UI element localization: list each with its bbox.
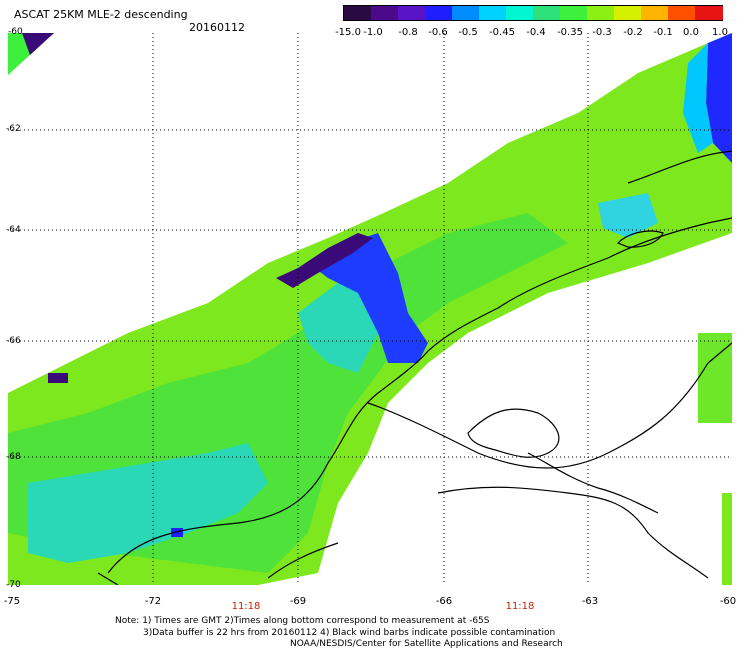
colorbar-segment xyxy=(344,6,372,20)
colorbar-label: -0.3 xyxy=(592,27,612,38)
colorbar-segment xyxy=(398,6,426,20)
swath-east-strip-2 xyxy=(722,493,732,585)
colorbar xyxy=(343,5,723,21)
colorbar-segment xyxy=(614,6,642,20)
map-date: 20160112 xyxy=(189,21,245,34)
swath-cyan xyxy=(28,443,268,563)
lat-label: -60 xyxy=(8,27,23,37)
lat-label: -70 xyxy=(6,580,21,590)
swath-cyan-3 xyxy=(598,193,658,238)
colorbar-label: -0.2 xyxy=(623,27,643,38)
colorbar-label: -0.35 xyxy=(557,27,583,38)
swath-blue xyxy=(308,233,428,363)
lon-label: -60 xyxy=(719,596,737,607)
colorbar-segment xyxy=(371,6,399,20)
colorbar-segment xyxy=(587,6,615,20)
colorbar-label: -0.45 xyxy=(489,27,515,38)
wind-swath xyxy=(8,33,732,585)
map-svg xyxy=(8,33,732,585)
footer-credit: NOAA/NESDIS/Center for Satellite Applica… xyxy=(290,639,563,649)
lon-label: -66 xyxy=(435,596,453,607)
lon-label: -75 xyxy=(3,596,21,607)
colorbar-segment xyxy=(560,6,588,20)
swath-purple xyxy=(276,233,373,288)
colorbar-label: -15.0 xyxy=(335,27,361,38)
swath-ne-cyan xyxy=(683,43,713,153)
colorbar-segment xyxy=(452,6,480,20)
graticule xyxy=(8,33,732,585)
colorbar-segment xyxy=(506,6,534,20)
lon-label: -69 xyxy=(289,596,307,607)
swath-nw-purple xyxy=(22,33,54,55)
colorbar-segment xyxy=(533,6,561,20)
lon-label: -63 xyxy=(581,596,599,607)
colorbar-label: -0.4 xyxy=(526,27,546,38)
colorbar-label: -0.8 xyxy=(398,27,418,38)
colorbar-segment xyxy=(668,6,696,20)
coastlines xyxy=(97,150,732,585)
lat-label: -62 xyxy=(6,124,21,134)
lat-label: -64 xyxy=(6,225,21,235)
swath-blue-dot xyxy=(171,528,183,537)
footer-note: 3)Data buffer is 22 hrs from 20160112 4)… xyxy=(143,628,556,638)
colorbar-label: -0.1 xyxy=(653,27,673,38)
colorbar-segment xyxy=(425,6,453,20)
lat-label: -68 xyxy=(6,452,21,462)
map-plot[interactable] xyxy=(8,33,732,585)
colorbar-label: 1.0 xyxy=(712,27,728,38)
colorbar-label: -1.0 xyxy=(363,27,383,38)
colorbar-label: -0.5 xyxy=(458,27,478,38)
time-label: 11:18 xyxy=(231,601,261,612)
time-label: 11:18 xyxy=(505,601,535,612)
colorbar-segment xyxy=(695,6,723,20)
swath-blue-dot-2 xyxy=(48,373,68,383)
colorbar-label: -0.6 xyxy=(428,27,448,38)
lon-label: -72 xyxy=(144,596,162,607)
map-title: ASCAT 25KM MLE-2 descending xyxy=(14,8,188,21)
colorbar-segment xyxy=(641,6,669,20)
footer-note: Note: 1) Times are GMT 2)Times along bot… xyxy=(115,616,490,626)
lat-label: -66 xyxy=(6,336,21,346)
colorbar-segment xyxy=(479,6,507,20)
colorbar-label: 0.0 xyxy=(683,27,699,38)
